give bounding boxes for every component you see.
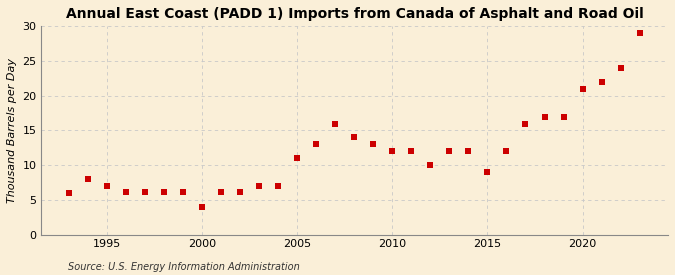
Point xyxy=(330,121,341,126)
Point xyxy=(482,170,493,174)
Point xyxy=(406,149,417,153)
Point xyxy=(558,114,569,119)
Point xyxy=(102,184,113,188)
Point xyxy=(292,156,303,160)
Point xyxy=(216,190,227,194)
Point xyxy=(539,114,550,119)
Point xyxy=(520,121,531,126)
Point xyxy=(159,189,169,194)
Point xyxy=(197,205,208,209)
Point xyxy=(634,31,645,35)
Point xyxy=(140,189,151,194)
Point xyxy=(273,184,284,188)
Point xyxy=(178,190,189,194)
Point xyxy=(425,163,436,167)
Point xyxy=(235,190,246,194)
Point xyxy=(64,191,75,195)
Point xyxy=(83,177,94,181)
Point xyxy=(596,80,607,84)
Point xyxy=(577,87,588,91)
Text: Source: U.S. Energy Information Administration: Source: U.S. Energy Information Administ… xyxy=(68,262,299,272)
Point xyxy=(501,149,512,153)
Point xyxy=(387,149,398,153)
Point xyxy=(615,66,626,70)
Point xyxy=(463,149,474,153)
Point xyxy=(349,135,360,140)
Y-axis label: Thousand Barrels per Day: Thousand Barrels per Day xyxy=(7,58,17,203)
Point xyxy=(368,142,379,147)
Point xyxy=(121,189,132,194)
Title: Annual East Coast (PADD 1) Imports from Canada of Asphalt and Road Oil: Annual East Coast (PADD 1) Imports from … xyxy=(65,7,643,21)
Point xyxy=(254,184,265,188)
Point xyxy=(444,149,455,153)
Point xyxy=(311,142,322,147)
